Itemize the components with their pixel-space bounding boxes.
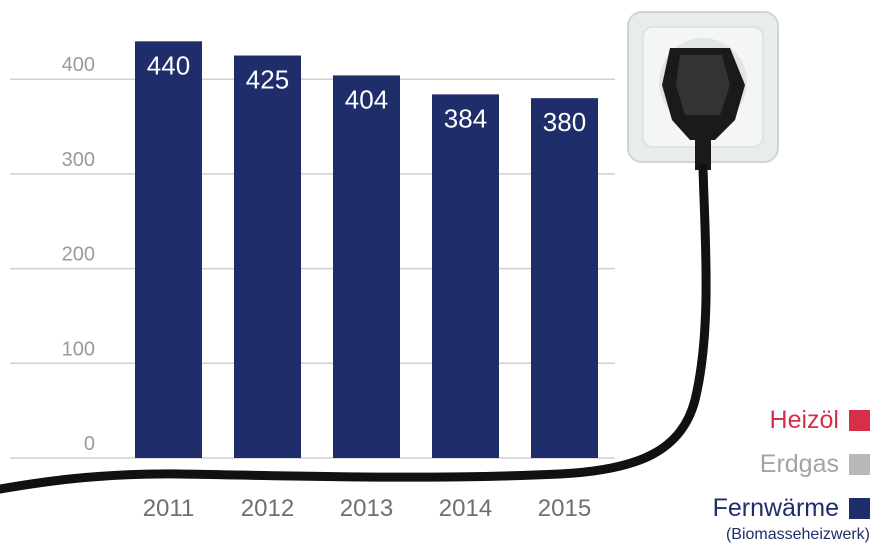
- data-label: 384: [444, 103, 487, 133]
- legend-swatch: [849, 497, 870, 519]
- legend-item-heizoel: Heizöl: [610, 398, 870, 442]
- power-socket-icon: [627, 11, 779, 170]
- grid-lines: [10, 78, 615, 459]
- power-cable-icon: [0, 163, 711, 494]
- y-tick-label: 400: [62, 54, 95, 76]
- legend-item-fernwaerme: Fernwärme: [610, 486, 870, 530]
- legend-label: Fernwärme: [712, 493, 839, 522]
- x-tick-label: 2015: [538, 495, 591, 522]
- legend-label: Heizöl: [769, 405, 839, 434]
- x-tick-label: 2011: [143, 495, 195, 522]
- x-axis-ticks: 2011 2012 2013 2014 2015: [143, 495, 592, 522]
- legend: Heizöl Erdgas Fernwärme (Biomasseheizwer…: [610, 398, 870, 544]
- bar-2015: [531, 98, 598, 458]
- legend-item-erdgas: Erdgas: [610, 442, 870, 486]
- bar-2013: [333, 75, 400, 459]
- bar-2014: [432, 94, 499, 459]
- data-label: 440: [147, 50, 190, 80]
- y-tick-label: 0: [84, 433, 95, 455]
- data-label: 425: [246, 65, 289, 95]
- legend-swatch: [849, 409, 870, 431]
- x-tick-label: 2014: [439, 495, 492, 522]
- y-tick-label: 300: [62, 149, 95, 171]
- legend-subtitle: (Biomasseheizwerk): [725, 526, 870, 543]
- bars: 440 425 404 384 380: [135, 41, 598, 459]
- bar-2011: [135, 41, 202, 458]
- legend-swatch: [849, 453, 870, 475]
- y-tick-label: 200: [62, 244, 95, 266]
- y-axis-ticks: 0 100 200 300 400: [62, 54, 95, 455]
- y-tick-label: 100: [62, 338, 95, 360]
- x-tick-label: 2012: [241, 495, 294, 522]
- data-label: 404: [345, 84, 388, 114]
- bar-2012: [234, 55, 301, 459]
- data-label: 380: [543, 107, 586, 137]
- legend-label: Erdgas: [759, 449, 839, 478]
- x-tick-label: 2013: [340, 495, 393, 522]
